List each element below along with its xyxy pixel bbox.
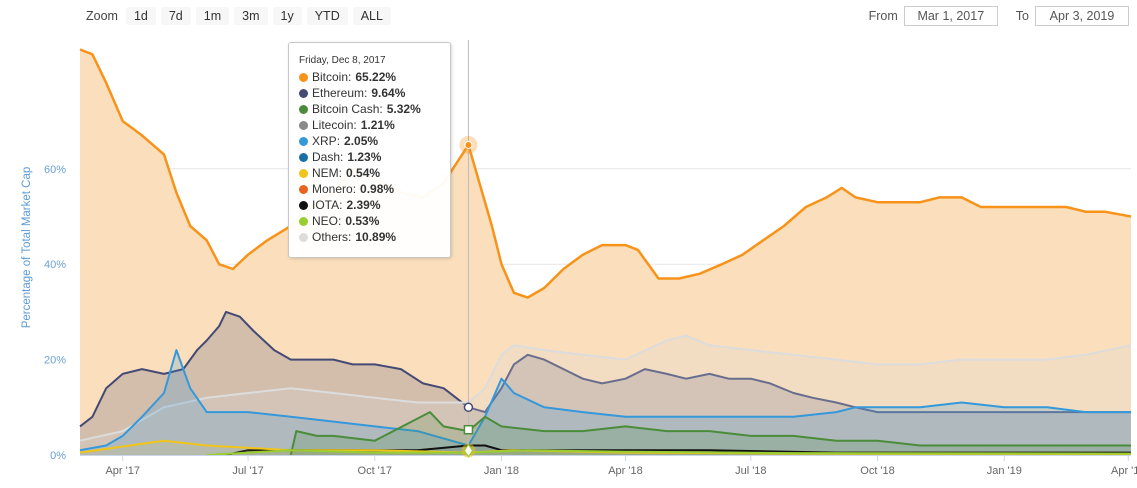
x-tick-label: Jan '19: [987, 465, 1022, 477]
legend-dot-icon: [299, 89, 308, 98]
zoom-bar: Zoom 1d 7d 1m 3m 1y YTD ALL: [86, 6, 391, 26]
zoom-1m-button[interactable]: 1m: [195, 7, 230, 25]
x-tick-label: Apr '18: [608, 465, 643, 477]
x-tick-label: Apr '19: [1111, 465, 1137, 477]
legend-dot-icon: [299, 169, 308, 178]
tooltip-row: XRP: 2.05%: [299, 133, 450, 149]
legend-dot-icon: [299, 201, 308, 210]
from-label: From: [868, 9, 898, 23]
tooltip-series-name: Litecoin: [312, 118, 354, 132]
tooltip-series-value: 0.98%: [360, 182, 395, 196]
tooltip-series-name: Dash: [312, 150, 341, 164]
x-tick-label: Jul '18: [735, 465, 766, 477]
tooltip-series-value: 2.39%: [346, 198, 381, 212]
series-line-xrp: [79, 349, 1131, 452]
tooltip-series-name: IOTA: [312, 198, 340, 212]
x-tick-label: Apr '17: [105, 465, 140, 477]
to-label: To: [1015, 9, 1029, 23]
tooltip-series-name: NEM: [312, 166, 339, 180]
zoom-7d-button[interactable]: 7d: [160, 7, 191, 25]
zoom-all-button[interactable]: ALL: [352, 7, 391, 25]
tooltip-series-value: 5.32%: [386, 102, 421, 116]
tooltip-series-name: Bitcoin Cash: [312, 102, 380, 116]
y-axis-title: Percentage of Total Market Cap: [21, 167, 33, 329]
legend-dot-icon: [299, 121, 308, 130]
tooltip-series-name: XRP: [312, 134, 337, 148]
tooltip-row: Dash: 1.23%: [299, 149, 450, 165]
to-date-input[interactable]: [1035, 6, 1129, 26]
tooltip-row: Litecoin: 1.21%: [299, 117, 450, 133]
zoom-1y-button[interactable]: 1y: [272, 7, 302, 25]
series-line-bitcoin: [79, 48, 1132, 299]
series-line-others: [79, 334, 1132, 442]
legend-dot-icon: [299, 73, 308, 82]
tooltip-row: Ethereum: 9.64%: [299, 85, 450, 101]
tooltip-date: Friday, Dec 8, 2017: [299, 55, 386, 66]
hover-point: [463, 402, 474, 413]
tooltip-row: Bitcoin Cash: 5.32%: [299, 101, 450, 117]
zoom-3m-button[interactable]: 3m: [234, 7, 268, 25]
tooltip-row: Bitcoin: 65.22%: [299, 69, 450, 85]
hover-point: [463, 424, 474, 435]
hover-point: [463, 443, 474, 458]
series-line-ethereum: [79, 310, 1131, 428]
tooltip-row: Others: 10.89%: [299, 229, 450, 245]
hover-point: [464, 140, 473, 149]
zoom-1d-button[interactable]: 1d: [125, 7, 156, 25]
tooltip-series-name: Bitcoin: [312, 70, 349, 84]
legend-dot-icon: [299, 137, 308, 146]
tooltip-series-name: NEO: [312, 214, 339, 228]
tooltip-series-value: 1.21%: [360, 118, 395, 132]
y-tick-label: 40%: [44, 259, 66, 271]
tooltip-row: Monero: 0.98%: [299, 181, 450, 197]
series-line-bitcoin-cash: [289, 411, 1131, 456]
y-tick-label: 0%: [50, 450, 66, 462]
x-tick-label: Oct '17: [358, 465, 393, 477]
series-line-neo: [206, 449, 1132, 456]
date-range: From To: [869, 6, 1129, 26]
tooltip-row: IOTA: 2.39%: [299, 197, 450, 213]
x-tick-label: Oct '18: [860, 465, 895, 477]
legend-dot-icon: [299, 153, 308, 162]
x-tick-label: Jul '17: [232, 465, 263, 477]
tooltip-series-name: Ethereum: [312, 86, 365, 100]
legend-dot-icon: [299, 105, 308, 114]
series-area-others: [80, 335, 1131, 455]
tooltip-row: NEO: 0.53%: [299, 213, 450, 229]
tooltip-row: NEM: 0.54%: [299, 165, 450, 181]
x-tick-label: Jan '18: [484, 465, 519, 477]
tooltip-series-value: 0.53%: [345, 214, 380, 228]
tooltip-series-name: Others: [312, 230, 349, 244]
from-date-input[interactable]: [903, 6, 998, 26]
legend-dot-icon: [299, 185, 308, 194]
y-tick-label: 60%: [44, 164, 66, 176]
y-tick-label: 20%: [44, 355, 66, 367]
tooltip-series-value: 2.05%: [344, 134, 379, 148]
tooltip-series-value: 1.23%: [347, 150, 382, 164]
zoom-label: Zoom: [86, 9, 118, 23]
tooltip-rows: Bitcoin: 65.22% Ethereum: 9.64% Bitcoin Cash…: [299, 69, 450, 245]
legend-dot-icon: [299, 233, 308, 242]
tooltip-series-value: 9.64%: [371, 86, 406, 100]
zoom-ytd-button[interactable]: YTD: [306, 7, 348, 25]
series-area-xrp: [80, 350, 1131, 455]
legend-dot-icon: [299, 217, 308, 226]
tooltip-series-value: 65.22%: [355, 70, 397, 84]
tooltip-series-value: 10.89%: [355, 230, 397, 244]
tooltip-series-value: 0.54%: [346, 166, 381, 180]
chart-tooltip: Friday, Dec 8, 2017 Bitcoin: 65.22% Ethere…: [288, 42, 451, 258]
series-area-bitcoin-cash: [290, 412, 1131, 455]
series-area-bitcoin: [80, 49, 1131, 455]
tooltip-series-name: Monero: [312, 182, 353, 196]
